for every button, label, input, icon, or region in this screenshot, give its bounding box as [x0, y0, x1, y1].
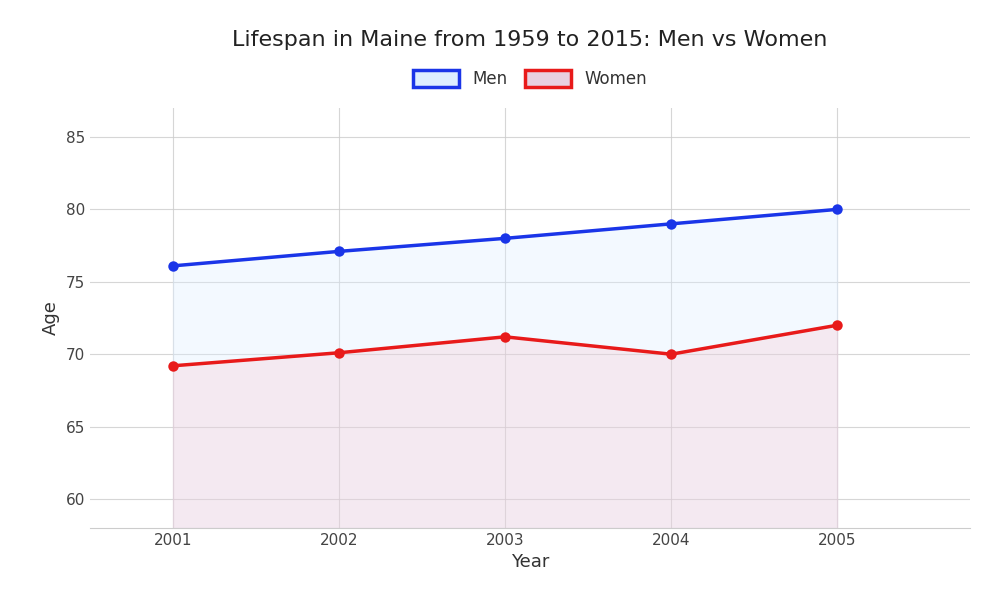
Legend: Men, Women: Men, Women [404, 62, 656, 97]
Title: Lifespan in Maine from 1959 to 2015: Men vs Women: Lifespan in Maine from 1959 to 2015: Men… [232, 29, 828, 49]
X-axis label: Year: Year [511, 553, 549, 571]
Y-axis label: Age: Age [42, 301, 60, 335]
